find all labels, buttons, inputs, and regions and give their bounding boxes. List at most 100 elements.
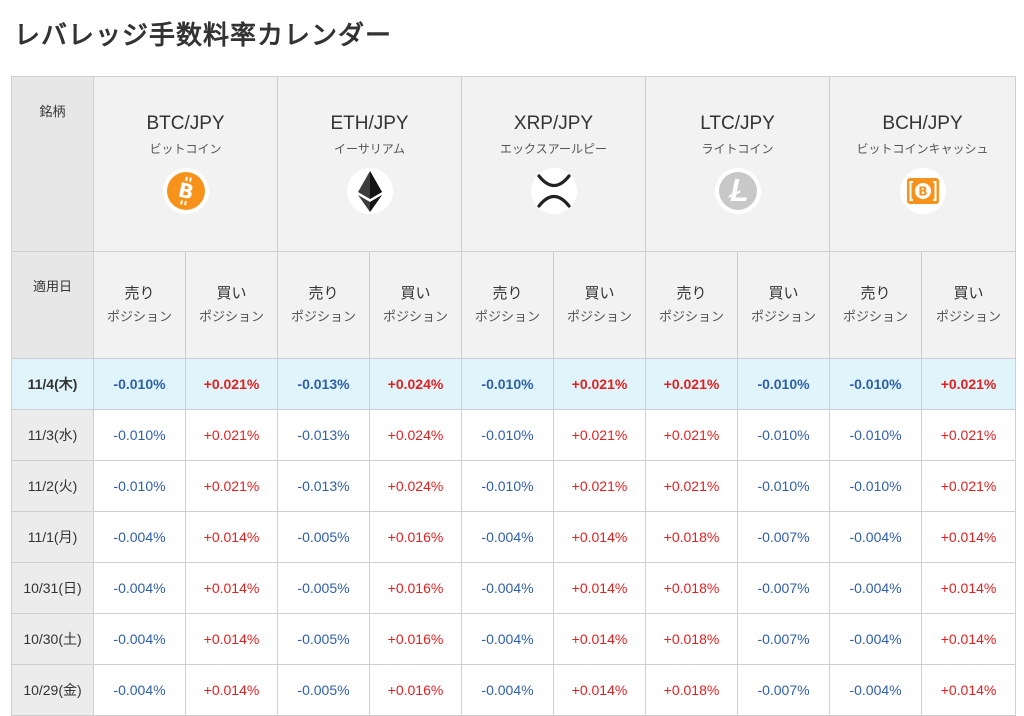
rate-cell: -0.010% xyxy=(829,409,923,461)
rate-cell: +0.018% xyxy=(645,511,739,563)
rate-cell: +0.014% xyxy=(921,613,1017,665)
rate-cell: -0.010% xyxy=(93,409,186,461)
rate-cell: +0.014% xyxy=(921,664,1017,716)
sell-label: 売り xyxy=(308,284,339,302)
rate-cell: -0.010% xyxy=(461,358,554,410)
sell-label: 売り xyxy=(124,284,155,302)
rate-cell: -0.010% xyxy=(829,358,923,410)
rate-cell: -0.007% xyxy=(737,562,831,614)
date-cell: 11/1(月) xyxy=(11,511,94,563)
coin-symbol: LTC/JPY xyxy=(700,113,775,134)
rate-cell: +0.021% xyxy=(921,460,1017,512)
coin-name: イーサリアム xyxy=(334,142,405,156)
sell-label: 売り xyxy=(676,284,707,302)
rate-cell: +0.014% xyxy=(185,664,278,716)
rate-cell: -0.005% xyxy=(277,664,370,716)
sell-label: 売り xyxy=(492,284,523,302)
position-header-row: 適用日 売り ポジション 買い ポジション 売り ポジション 買い ポジション 売り ポジ… xyxy=(11,251,1017,359)
rate-cell: +0.014% xyxy=(185,562,278,614)
coin-header-btc: BTC/JPY ビットコイン B xyxy=(93,76,278,252)
brand-label: 銘柄 xyxy=(11,76,94,252)
position-label: ポジション xyxy=(290,310,356,325)
rate-cell: +0.016% xyxy=(369,511,462,563)
rate-cell: -0.010% xyxy=(93,460,186,512)
rate-cell: -0.010% xyxy=(461,409,554,461)
page-title: レバレッジ手数料率カレンダー xyxy=(14,21,393,52)
rate-cell: -0.004% xyxy=(461,511,554,563)
rate-cell: -0.013% xyxy=(277,460,370,512)
rate-cell: +0.014% xyxy=(921,562,1017,614)
rate-cell: +0.021% xyxy=(185,460,278,512)
rate-cell: -0.005% xyxy=(277,562,370,614)
rate-cell: +0.014% xyxy=(185,613,278,665)
coin-header-ltc: LTC/JPY ライトコイン xyxy=(645,76,831,252)
rate-cell: +0.014% xyxy=(185,511,278,563)
rate-cell: -0.007% xyxy=(737,613,831,665)
svg-text:B: B xyxy=(918,185,927,199)
rate-cell: +0.021% xyxy=(921,358,1017,410)
rate-cell: +0.021% xyxy=(921,409,1017,461)
position-label: ポジション xyxy=(198,310,264,325)
date-cell: 10/30(土) xyxy=(11,613,94,665)
sell-position-header: 売り ポジション xyxy=(829,251,923,359)
table-row: 11/1(月) -0.004% +0.014% -0.005% +0.016% … xyxy=(11,511,1017,563)
table-row: 10/31(日) -0.004% +0.014% -0.005% +0.016%… xyxy=(11,562,1017,614)
rate-cell: -0.013% xyxy=(277,409,370,461)
rate-cell: -0.007% xyxy=(737,664,831,716)
position-label: ポジション xyxy=(936,310,1002,325)
rate-cell: +0.016% xyxy=(369,664,462,716)
rate-cell: -0.004% xyxy=(93,562,186,614)
rate-cell: +0.021% xyxy=(645,409,739,461)
date-label: 適用日 xyxy=(11,251,94,359)
position-label: ポジション xyxy=(843,310,909,325)
rate-cell: +0.024% xyxy=(369,409,462,461)
rate-cell: +0.014% xyxy=(552,613,647,665)
coin-header-bch: BCH/JPY ビットコインキャッシュ B xyxy=(829,76,1017,252)
buy-position-header: 買い ポジション xyxy=(737,251,831,359)
bitcoin-cash-icon: B xyxy=(899,167,947,215)
buy-position-header: 買い ポジション xyxy=(921,251,1017,359)
sell-position-header: 売り ポジション xyxy=(461,251,554,359)
rate-cell: -0.010% xyxy=(461,460,554,512)
date-cell: 11/3(水) xyxy=(11,409,94,461)
coin-symbol: XRP/JPY xyxy=(513,113,594,134)
rate-cell: +0.021% xyxy=(645,358,739,410)
buy-label: 買い xyxy=(953,284,984,302)
coin-header-eth: ETH/JPY イーサリアム xyxy=(277,76,462,252)
date-cell: 11/4(木) xyxy=(11,358,94,410)
coin-name: ライトコイン xyxy=(701,142,774,156)
rate-cell: -0.010% xyxy=(737,460,831,512)
rate-cell: +0.016% xyxy=(369,562,462,614)
rate-cell: +0.021% xyxy=(185,409,278,461)
rate-cell: -0.007% xyxy=(737,511,831,563)
rate-cell: -0.004% xyxy=(829,613,923,665)
coin-symbol: BTC/JPY xyxy=(146,113,225,134)
rate-cell: -0.004% xyxy=(93,511,186,563)
buy-position-header: 買い ポジション xyxy=(369,251,462,359)
date-cell: 11/2(火) xyxy=(11,460,94,512)
date-cell: 10/29(金) xyxy=(11,664,94,716)
rate-cell: +0.018% xyxy=(645,562,739,614)
coin-header-xrp: XRP/JPY エックスアールピー xyxy=(460,76,647,252)
leverage-fee-calendar-table: 銘柄 BTC/JPY ビットコイン B ETH xyxy=(11,76,1017,716)
rate-cell: -0.004% xyxy=(829,562,923,614)
coin-name: エックスアールピー xyxy=(500,142,607,156)
buy-position-header: 買い ポジション xyxy=(552,251,647,359)
table-row-today: 11/4(木) -0.010% +0.021% -0.013% +0.024% … xyxy=(11,358,1017,410)
bitcoin-icon: B xyxy=(162,167,210,215)
rate-cell: +0.021% xyxy=(552,460,647,512)
rate-cell: +0.014% xyxy=(552,562,647,614)
buy-label: 買い xyxy=(768,284,799,302)
rate-cell: +0.014% xyxy=(552,511,647,563)
rate-cell: -0.004% xyxy=(93,613,186,665)
table-row: 10/30(土) -0.004% +0.014% -0.005% +0.016%… xyxy=(11,613,1017,665)
rate-cell: +0.016% xyxy=(369,613,462,665)
buy-position-header: 買い ポジション xyxy=(185,251,278,359)
sell-label: 売り xyxy=(860,284,891,302)
rate-cell: -0.004% xyxy=(461,613,554,665)
buy-label: 買い xyxy=(400,284,431,302)
ethereum-icon xyxy=(346,167,394,215)
position-label: ポジション xyxy=(474,310,540,325)
rate-cell: -0.004% xyxy=(461,664,554,716)
table-row: 11/3(水) -0.010% +0.021% -0.013% +0.024% … xyxy=(11,409,1017,461)
